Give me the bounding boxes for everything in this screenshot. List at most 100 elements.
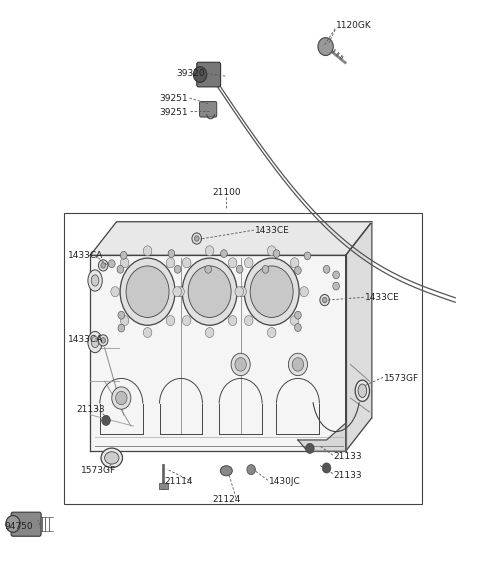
Circle shape (98, 335, 108, 346)
Circle shape (112, 387, 131, 409)
Circle shape (116, 392, 127, 404)
Circle shape (117, 265, 124, 273)
Circle shape (235, 287, 243, 297)
Text: 21124: 21124 (212, 495, 240, 504)
Circle shape (108, 260, 115, 268)
Circle shape (143, 246, 152, 256)
Circle shape (320, 295, 329, 306)
Text: 21133: 21133 (76, 404, 105, 413)
Polygon shape (346, 222, 372, 451)
Circle shape (262, 265, 269, 273)
Circle shape (101, 263, 106, 268)
Circle shape (247, 465, 255, 475)
Circle shape (236, 265, 243, 273)
Circle shape (120, 251, 127, 259)
Ellipse shape (188, 266, 231, 318)
Circle shape (292, 358, 304, 371)
Circle shape (166, 257, 175, 268)
Text: 1433CE: 1433CE (365, 293, 399, 302)
Text: 39320: 39320 (176, 69, 205, 78)
Circle shape (318, 38, 333, 56)
Circle shape (295, 324, 301, 332)
Circle shape (102, 415, 110, 425)
Ellipse shape (88, 270, 102, 291)
Circle shape (228, 315, 237, 325)
Text: 21133: 21133 (334, 471, 362, 480)
Circle shape (98, 260, 108, 271)
Ellipse shape (244, 258, 299, 325)
Circle shape (194, 236, 199, 241)
Ellipse shape (91, 337, 99, 348)
Text: 1573GF: 1573GF (384, 374, 419, 383)
Text: 21114: 21114 (164, 477, 193, 486)
Ellipse shape (355, 380, 370, 401)
Circle shape (288, 353, 308, 376)
Text: 39251: 39251 (159, 108, 188, 117)
Circle shape (166, 315, 175, 325)
Circle shape (231, 353, 250, 376)
FancyBboxPatch shape (200, 102, 217, 117)
Circle shape (193, 67, 207, 82)
Ellipse shape (250, 266, 293, 318)
Text: 1430JC: 1430JC (269, 477, 301, 486)
Bar (64, 213, 422, 504)
Circle shape (290, 315, 299, 325)
Circle shape (205, 328, 214, 338)
Ellipse shape (91, 275, 99, 286)
FancyBboxPatch shape (11, 512, 41, 536)
Circle shape (273, 250, 280, 257)
Text: 1433CA: 1433CA (68, 335, 103, 344)
Circle shape (267, 328, 276, 338)
Circle shape (118, 324, 125, 332)
Circle shape (118, 311, 125, 319)
Ellipse shape (182, 258, 237, 325)
Circle shape (111, 287, 120, 297)
Text: 1433CE: 1433CE (255, 226, 290, 234)
Ellipse shape (120, 258, 175, 325)
Text: 39251: 39251 (159, 94, 188, 103)
Circle shape (221, 250, 228, 257)
Text: 1433CA: 1433CA (68, 251, 103, 260)
Circle shape (295, 311, 301, 319)
Polygon shape (90, 222, 372, 255)
Circle shape (182, 315, 191, 325)
Circle shape (235, 358, 246, 371)
Circle shape (168, 250, 175, 257)
Polygon shape (298, 423, 346, 451)
Circle shape (173, 287, 181, 297)
Ellipse shape (220, 466, 232, 476)
Circle shape (267, 246, 276, 256)
Polygon shape (90, 255, 346, 451)
Ellipse shape (101, 448, 122, 468)
Ellipse shape (358, 384, 367, 397)
Bar (158, 483, 168, 489)
Circle shape (120, 257, 129, 268)
Circle shape (176, 287, 184, 297)
Text: 94750: 94750 (4, 522, 33, 531)
Ellipse shape (88, 332, 102, 353)
Text: 1120GK: 1120GK (336, 21, 372, 30)
Circle shape (322, 463, 331, 473)
Circle shape (306, 443, 314, 453)
FancyBboxPatch shape (197, 62, 221, 87)
Circle shape (244, 257, 253, 268)
Ellipse shape (126, 266, 169, 318)
Circle shape (333, 271, 339, 279)
Circle shape (205, 246, 214, 256)
Circle shape (120, 315, 129, 325)
Circle shape (174, 265, 181, 273)
Circle shape (6, 516, 20, 532)
Circle shape (333, 282, 339, 290)
Circle shape (323, 265, 330, 273)
Circle shape (244, 315, 253, 325)
Circle shape (295, 266, 301, 274)
Circle shape (290, 257, 299, 268)
Circle shape (143, 328, 152, 338)
Text: 1573GF: 1573GF (81, 466, 116, 475)
Circle shape (300, 287, 309, 297)
Circle shape (101, 338, 106, 343)
Circle shape (304, 252, 311, 260)
Circle shape (205, 265, 212, 273)
Circle shape (182, 257, 191, 268)
Circle shape (228, 257, 237, 268)
